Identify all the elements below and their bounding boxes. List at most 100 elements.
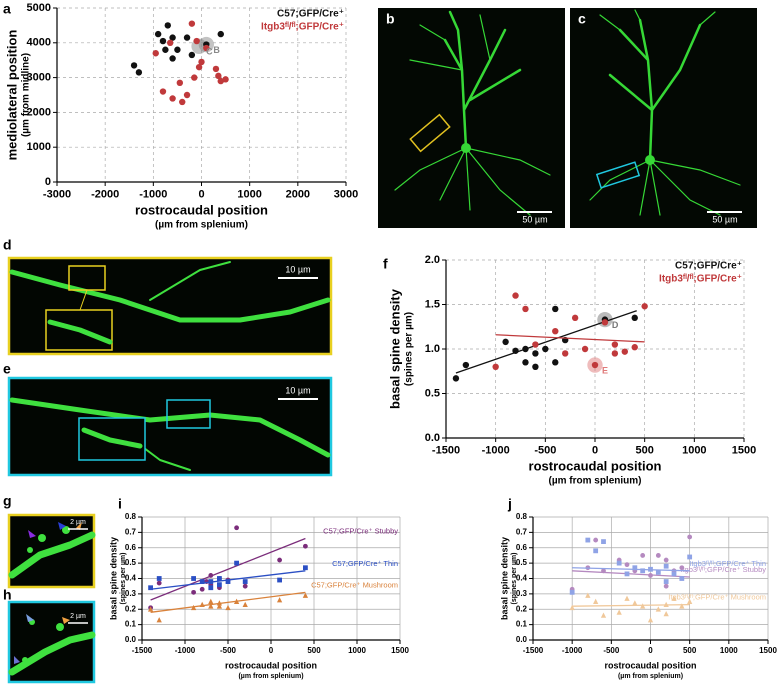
point (600, 612, 607, 618)
x-tick-label: 500 (307, 646, 321, 655)
point (679, 565, 685, 571)
scale-bar-label: 10 µm (285, 264, 310, 274)
point (687, 534, 693, 540)
x-tick-label: -500 (534, 445, 556, 457)
point (616, 560, 622, 566)
y-tick-label: 0.1 (125, 620, 137, 629)
point (217, 30, 224, 38)
point (671, 595, 677, 601)
point (663, 610, 669, 617)
point (532, 363, 539, 370)
point (552, 359, 559, 366)
y-tick-label: 0 (45, 176, 51, 188)
point (242, 579, 248, 584)
x-tick-label: 1500 (732, 445, 756, 457)
point (195, 63, 203, 71)
point (663, 579, 669, 584)
x-axis-sublabel: (µm from splenium) (155, 220, 248, 231)
y-tick-label: 1000 (27, 141, 51, 153)
panel-letter: c (578, 11, 586, 27)
point (671, 571, 677, 577)
y-axis-label: basal spine density (387, 288, 402, 409)
point (176, 79, 184, 87)
x-tick-label: -500 (603, 646, 620, 655)
point (522, 359, 529, 366)
point (624, 595, 630, 601)
point (640, 603, 646, 609)
x-tick-label: -3000 (43, 189, 71, 201)
x-tick-label: -1000 (139, 189, 167, 201)
point (216, 603, 223, 609)
point (624, 562, 630, 568)
legend-entry: C57;GFP/Cre⁺ Mushroom (311, 580, 398, 589)
y-axis-sublabel: (spines per µm) (404, 312, 415, 386)
point (212, 65, 220, 73)
annotation: D (612, 320, 619, 330)
x-axis-label: rostrocaudal position (529, 458, 662, 473)
y-tick-label: 0.6 (516, 543, 528, 552)
point (191, 74, 198, 81)
legend-entry: Itgb3ᶠˡ/ᶠˡ;GFP/Cre⁺ Thin (689, 559, 766, 568)
point (631, 344, 638, 351)
point (632, 600, 638, 606)
point (225, 604, 231, 611)
point (169, 34, 176, 41)
fit-line (150, 591, 306, 613)
x-tick-label: -1000 (562, 646, 583, 655)
y-tick-label: 0.7 (516, 527, 528, 536)
point (183, 34, 191, 41)
y-tick-label: 0.6 (125, 543, 137, 552)
legend-entry: Itgb3ᶠˡ/ᶠˡ;GFP/Cre⁺ Mushroom (668, 593, 766, 602)
point (188, 51, 196, 59)
point (208, 585, 214, 591)
point (585, 592, 591, 598)
point (159, 88, 167, 95)
fit-line (495, 334, 645, 343)
y-axis-sublabel: (µm from midline) (21, 53, 32, 137)
y-tick-label: 1.5 (425, 298, 440, 310)
point (277, 557, 282, 563)
image-h: h 2 µm (3, 587, 96, 684)
fit-line (150, 570, 306, 590)
scale-bar-label: 50 µm (522, 214, 547, 224)
point (130, 62, 138, 69)
x-axis-label: rostrocaudal position (135, 202, 268, 217)
x-axis-label: rostrocaudal position (604, 660, 696, 670)
x-tick-label: -1500 (523, 646, 544, 655)
point (640, 568, 646, 574)
point (242, 583, 248, 589)
point (679, 603, 685, 609)
point (679, 576, 685, 581)
point (601, 539, 606, 544)
point (135, 69, 143, 76)
y-tick-label: 3000 (27, 72, 51, 84)
point (611, 341, 619, 348)
x-tick-label: 1000 (348, 646, 366, 655)
point (225, 579, 231, 584)
y-tick-label: 2.0 (425, 254, 440, 266)
y-tick-label: 1.0 (425, 343, 440, 355)
point (552, 328, 559, 335)
annotation: B (213, 45, 220, 55)
x-tick-label: -1000 (175, 646, 196, 655)
x-tick-label: 0 (269, 646, 274, 655)
point (199, 586, 205, 592)
point (148, 585, 153, 591)
point (492, 363, 499, 370)
point (655, 553, 661, 558)
y-tick-label: 0.0 (125, 635, 137, 644)
point (502, 338, 509, 346)
point (532, 350, 539, 357)
y-axis-label: basal spine density (108, 537, 118, 620)
point (632, 565, 638, 571)
x-axis-sublabel: (µm from splenium) (238, 673, 303, 680)
panel-letter: a (3, 1, 11, 17)
x-tick-label: -500 (220, 646, 237, 655)
point (166, 39, 174, 46)
y-tick-label: 0.2 (125, 604, 137, 613)
panel-letter: i (118, 496, 122, 512)
y-tick-label: 0.2 (516, 604, 528, 613)
point (217, 576, 222, 581)
legend-entry: C57;GFP/Cre⁺ (675, 261, 742, 272)
x-tick-label: 1500 (391, 646, 409, 655)
